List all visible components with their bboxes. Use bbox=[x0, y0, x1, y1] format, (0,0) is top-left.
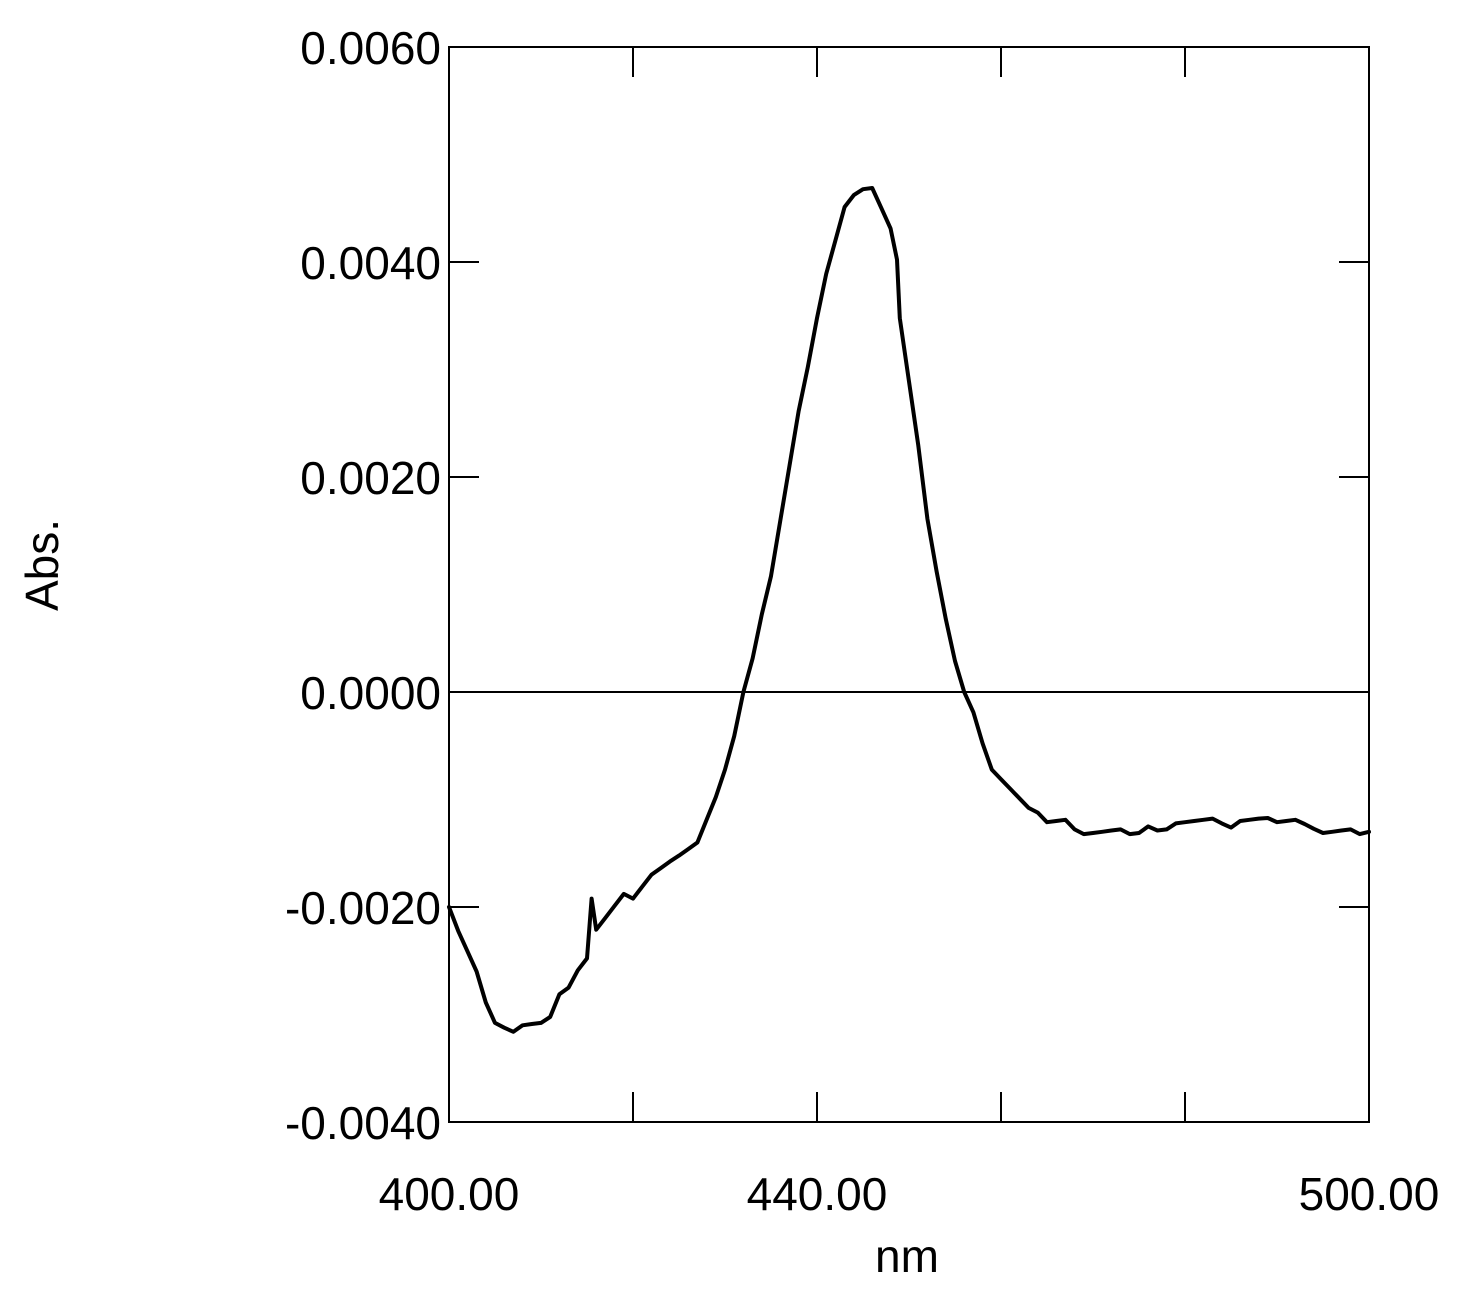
y-tick-label-4: 0.0040 bbox=[300, 237, 441, 289]
x-axis-label: nm bbox=[875, 1230, 939, 1282]
series-line-absorbance bbox=[447, 186, 1371, 1034]
y-tick-label-5: 0.0060 bbox=[300, 22, 441, 74]
y-tick-label-1: -0.0020 bbox=[285, 882, 441, 934]
y-tick-label-2: 0.0000 bbox=[300, 667, 441, 719]
y-tick-label-0: -0.0040 bbox=[285, 1097, 441, 1149]
plot-area-frame bbox=[448, 46, 1370, 1123]
y-tick-label-3: 0.0020 bbox=[300, 452, 441, 504]
x-tick-label-2: 440.00 bbox=[747, 1168, 888, 1220]
x-tick-label-5: 500.00 bbox=[1299, 1168, 1440, 1220]
y-axis-label: Abs. bbox=[16, 519, 68, 611]
x-tick-label-0: 400.00 bbox=[379, 1168, 520, 1220]
tick-labels: 400.00 440.00 500.00 -0.0040 -0.0020 0.0000 0.… bbox=[285, 22, 1439, 1220]
